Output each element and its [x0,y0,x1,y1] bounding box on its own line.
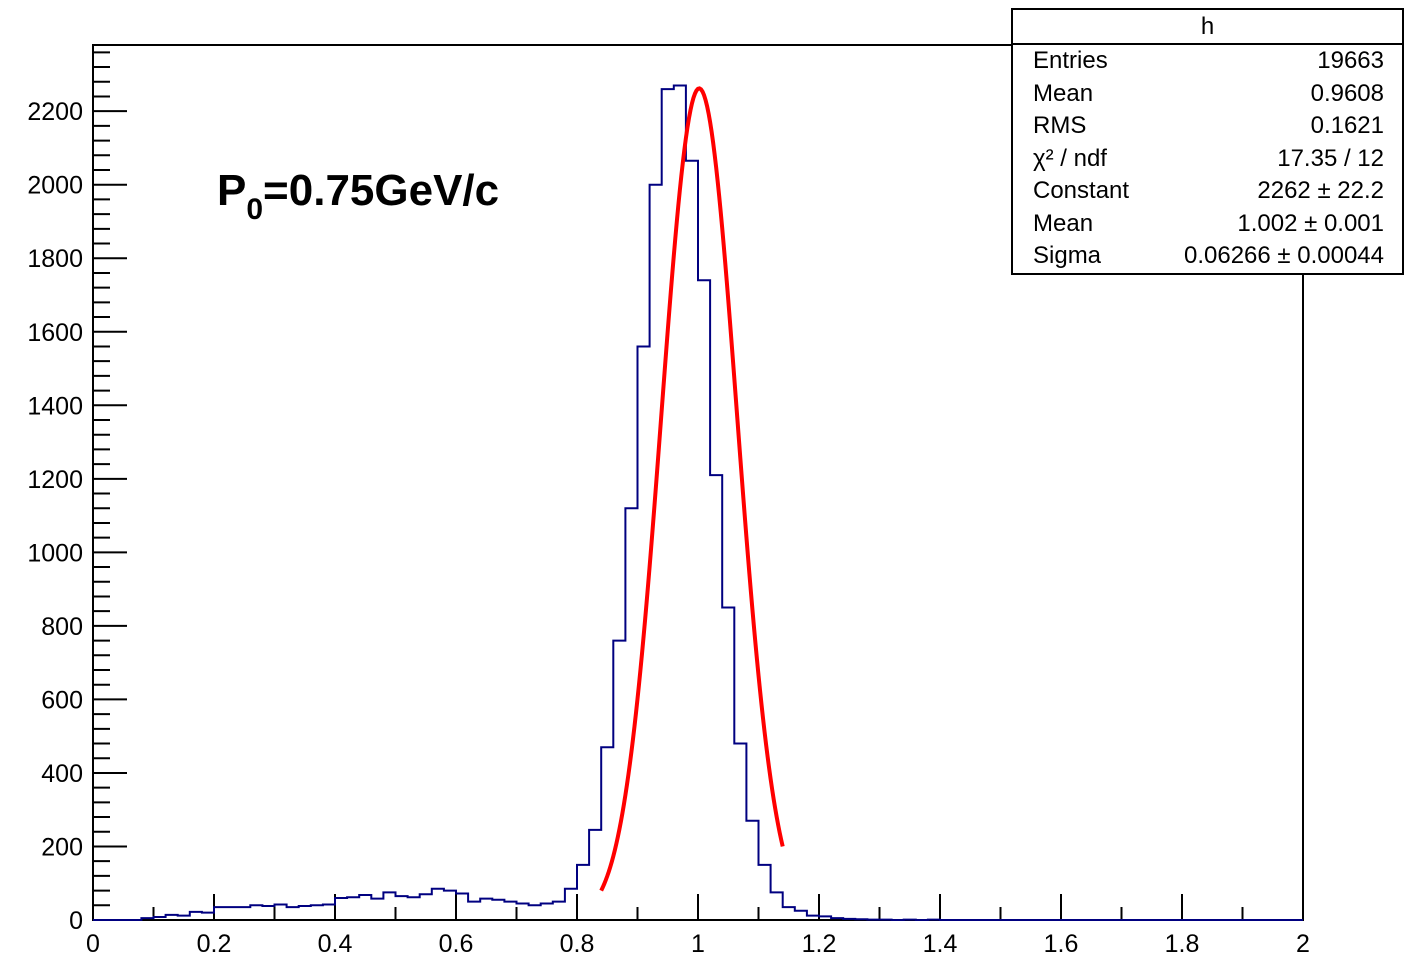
stats-value: 2262 ± 22.2 [1257,177,1384,204]
y-tick-label: 2200 [27,98,83,126]
x-tick-label: 0.6 [439,930,474,958]
stats-value: 0.1621 [1310,112,1384,139]
x-tick-label: 1.2 [802,930,837,958]
x-tick-label: 1.4 [923,930,958,958]
y-tick-label: 1400 [27,392,83,420]
stats-value: 19663 [1317,47,1384,74]
stats-label: RMS [1033,112,1087,139]
stats-row: Mean 1.002 ± 0.001 [1013,208,1402,241]
y-tick-label: 1200 [27,466,83,494]
stats-label: Sigma [1033,242,1102,269]
stats-label: χ² / ndf [1033,144,1107,172]
stats-box-rows: Entries 19663 Mean 0.9608 RMS 0.1621 χ² / ndf 1… [1013,45,1402,273]
histogram-series [93,84,1303,921]
stats-row: Entries 19663 [1013,45,1402,78]
y-tick-label: 600 [41,686,83,714]
x-tick-label: 1.6 [1044,930,1079,958]
x-tick-labels: 0 0.2 0.4 0.6 0.8 1 1.2 1.4 1.6 1.8 2 [86,930,1310,958]
stats-box: h Entries 19663 Mean 0.9608 RMS 0.1621 χ² / nd… [1011,8,1404,275]
stats-label: Constant [1033,177,1130,204]
stats-label: Entries [1033,47,1108,74]
y-tick-label: 1800 [27,245,83,273]
y-tick-label: 1600 [27,319,83,347]
stats-value: 1.002 ± 0.001 [1237,209,1384,237]
x-tick-label: 2 [1296,930,1310,958]
momentum-annotation: P0=0.75GeV/c [217,166,499,226]
y-tick-label: 200 [41,833,83,861]
stats-value: 17.35 / 12 [1277,144,1384,172]
stats-value: 0.06266 ± 0.00044 [1183,242,1384,269]
annotation-main: P [217,166,246,215]
stats-row: Sigma 0.06266 ± 0.00044 [1013,240,1402,273]
stats-row: Mean 0.9608 [1013,78,1402,111]
y-tick-label: 400 [41,760,83,788]
gaussian-fit-curve [599,86,785,892]
stats-value: 0.9608 [1310,79,1384,107]
annotation-subscript: 0 [246,193,263,226]
y-tick-label: 1000 [27,539,83,567]
stats-label: Mean [1033,79,1094,107]
stats-row: Constant 2262 ± 22.2 [1013,175,1402,208]
x-tick-label: 0 [86,930,100,958]
x-tick-label: 0.2 [197,930,232,958]
annotation-rest: =0.75GeV/c [263,166,499,215]
stats-row: χ² / ndf 17.35 / 12 [1013,143,1402,176]
y-tick-label: 0 [69,907,83,935]
stats-box-title: h [1013,10,1402,45]
y-tick-label: 800 [41,613,83,641]
x-tick-label: 1.8 [1165,930,1200,958]
stats-row: RMS 0.1621 [1013,110,1402,143]
y-tick-label: 2000 [27,172,83,200]
x-tick-label: 1 [691,930,705,958]
x-tick-label: 0.8 [560,930,595,958]
stats-label: Mean [1033,209,1094,237]
y-tick-labels: 0 200 400 600 800 1000 1200 1400 1600 1800 2000 220… [27,98,83,935]
x-tick-label: 0.4 [318,930,353,958]
